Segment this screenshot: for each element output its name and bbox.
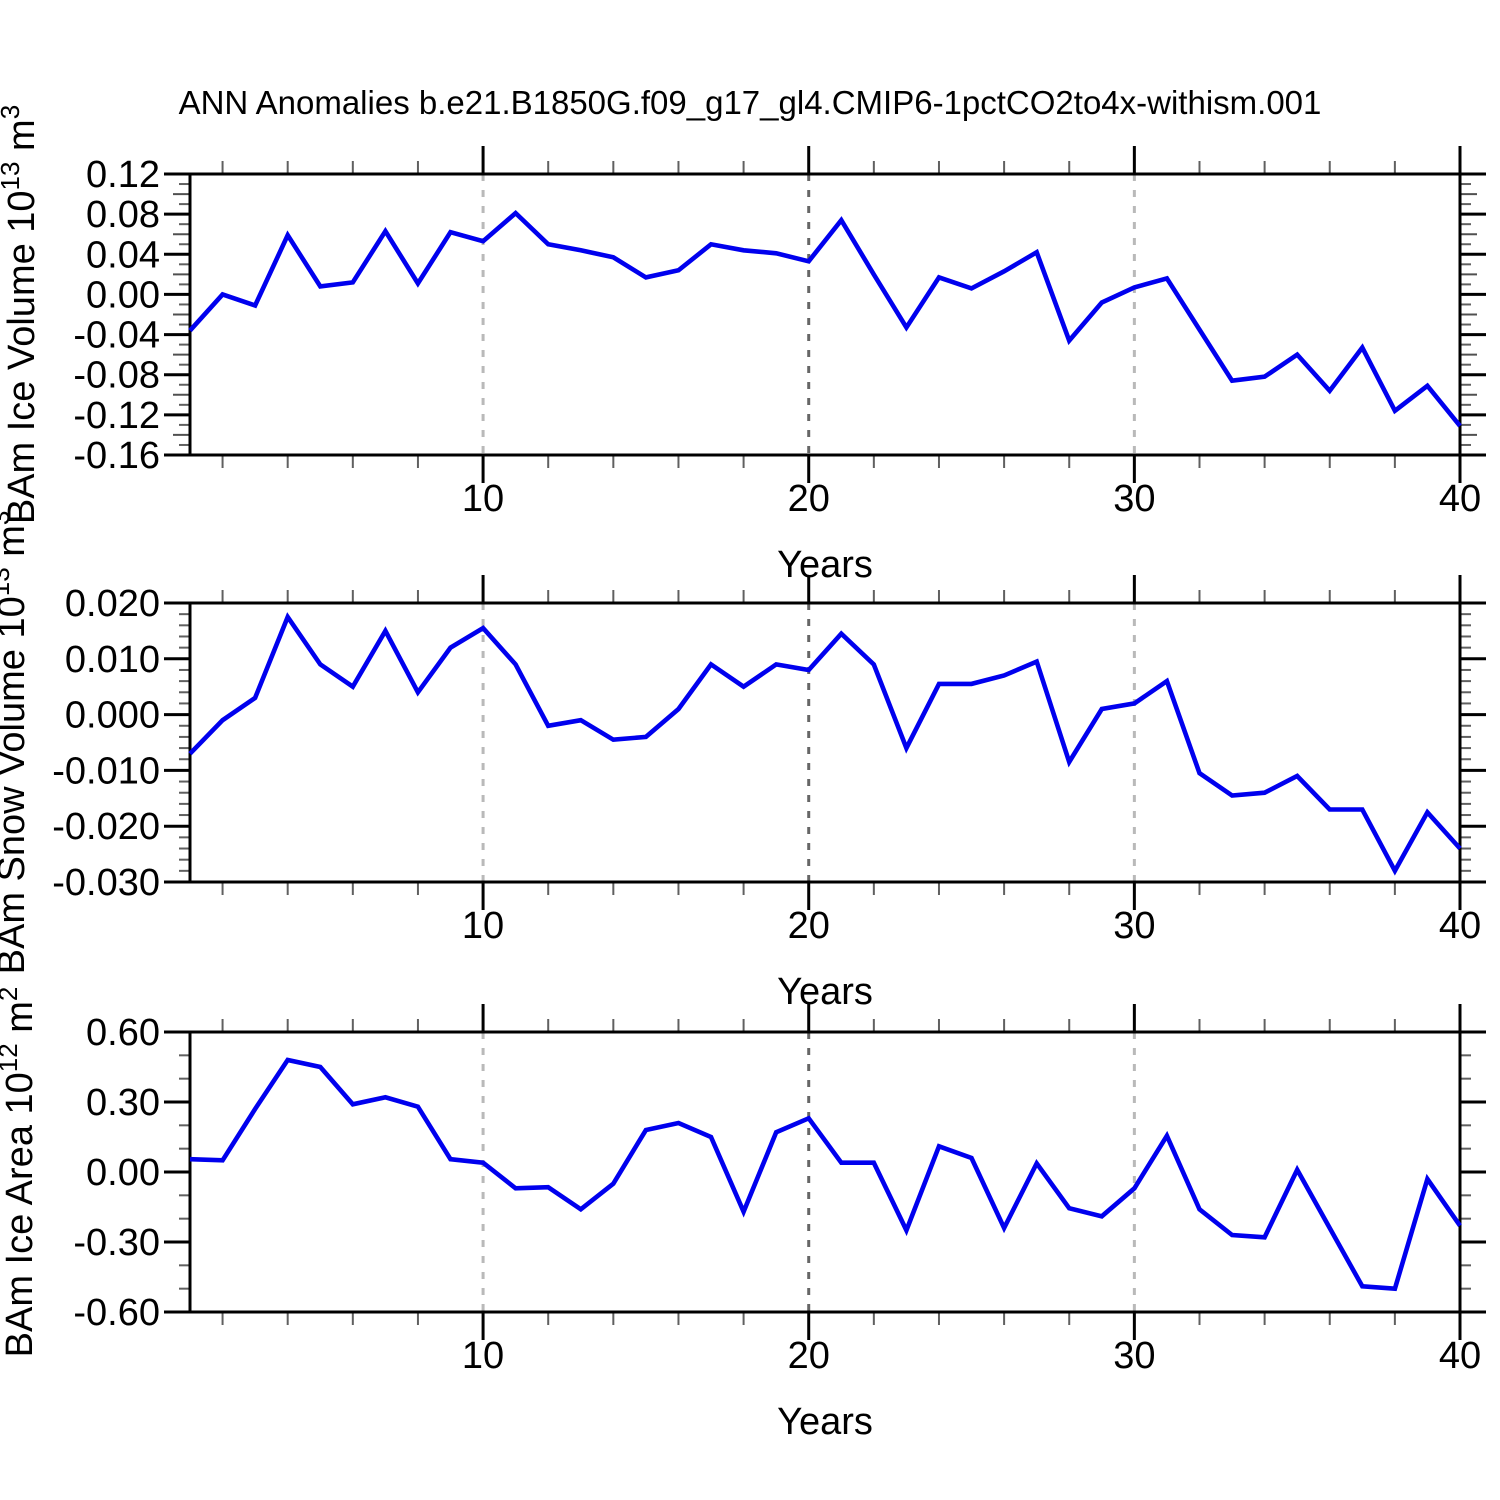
ice-volume-line bbox=[188, 209, 1462, 428]
snow-volume-line bbox=[188, 612, 1462, 876]
x-tick-label: 40 bbox=[1439, 1335, 1481, 1377]
x-tick-label: 10 bbox=[462, 905, 504, 947]
x-tick-label: 20 bbox=[788, 478, 830, 520]
y-tick-label: -0.030 bbox=[52, 862, 160, 904]
gridlines bbox=[481, 174, 1136, 455]
x-ticks bbox=[221, 1004, 1462, 1340]
y-ticks bbox=[164, 1030, 1486, 1314]
figure-title: ANN Anomalies b.e21.B1850G.f09_g17_gl4.C… bbox=[178, 84, 1322, 121]
y-tick-label: -0.020 bbox=[52, 806, 160, 848]
y-tick-label: 0.08 bbox=[86, 194, 160, 236]
y-tick-label: -0.08 bbox=[73, 355, 160, 397]
y-ticks bbox=[164, 601, 1486, 884]
x-tick-label: 40 bbox=[1439, 478, 1481, 520]
y-ticks bbox=[164, 172, 1486, 457]
y-tick-label: 0.30 bbox=[86, 1082, 160, 1124]
gridlines bbox=[481, 603, 1136, 882]
x-ticks bbox=[221, 146, 1462, 483]
y-tick-label: 0.020 bbox=[65, 583, 160, 625]
ice-area-line bbox=[189, 1057, 1462, 1292]
gridlines bbox=[481, 1032, 1136, 1312]
x-tick-label: 40 bbox=[1439, 905, 1481, 947]
y-tick-label: -0.04 bbox=[73, 315, 160, 357]
x-tick-label: 30 bbox=[1113, 478, 1155, 520]
x-tick-label: 30 bbox=[1113, 905, 1155, 947]
x-tick-label: 10 bbox=[462, 478, 504, 520]
x-axis-label: Years bbox=[777, 544, 873, 586]
panel-ice-area: 0.60 0.30 0.00 -0.30 -0.60 10 20 30 40 Years BAm I… bbox=[0, 987, 1486, 1443]
y-tick-label: 0.00 bbox=[86, 1152, 160, 1194]
y-tick-label: 0.60 bbox=[86, 1012, 160, 1054]
plot-box bbox=[188, 172, 1462, 457]
y-tick-label: 0.010 bbox=[65, 639, 160, 681]
y-tick-label: -0.12 bbox=[73, 395, 160, 437]
x-axis-label: Years bbox=[777, 1401, 873, 1443]
panel-snow-volume: 0.020 0.010 0.000 -0.010 -0.020 -0.030 10 20 30 4… bbox=[0, 511, 1486, 1013]
plot-box bbox=[188, 601, 1462, 884]
y-tick-label: -0.60 bbox=[73, 1292, 160, 1334]
panel-ice-volume: 0.120.080.040.00-0.04-0.08-0.12-0.16 10 20… bbox=[0, 105, 1486, 586]
x-tick-label: 20 bbox=[788, 905, 830, 947]
y-tick-label: -0.010 bbox=[52, 750, 160, 792]
y-axis-label: BAm Snow Volume 1013 m3 bbox=[0, 511, 33, 975]
y-axis-label: BAm Ice Area 1012 m2 bbox=[0, 987, 41, 1358]
x-ticks bbox=[221, 575, 1462, 910]
y-tick-label: 0.00 bbox=[86, 274, 160, 316]
y-tick-label: 0.000 bbox=[65, 695, 160, 737]
y-tick-label: 0.04 bbox=[86, 234, 160, 276]
x-tick-label: 10 bbox=[462, 1335, 504, 1377]
x-axis-label: Years bbox=[777, 971, 873, 1013]
y-tick-label: -0.16 bbox=[73, 435, 160, 477]
x-tick-label: 20 bbox=[788, 1335, 830, 1377]
y-axis-label: BAm Ice Volume 1013 m3 bbox=[0, 105, 43, 524]
y-tick-label: 0.12 bbox=[86, 154, 160, 196]
y-tick-label: -0.30 bbox=[73, 1222, 160, 1264]
plot-box bbox=[188, 1030, 1462, 1314]
x-tick-label: 30 bbox=[1113, 1335, 1155, 1377]
